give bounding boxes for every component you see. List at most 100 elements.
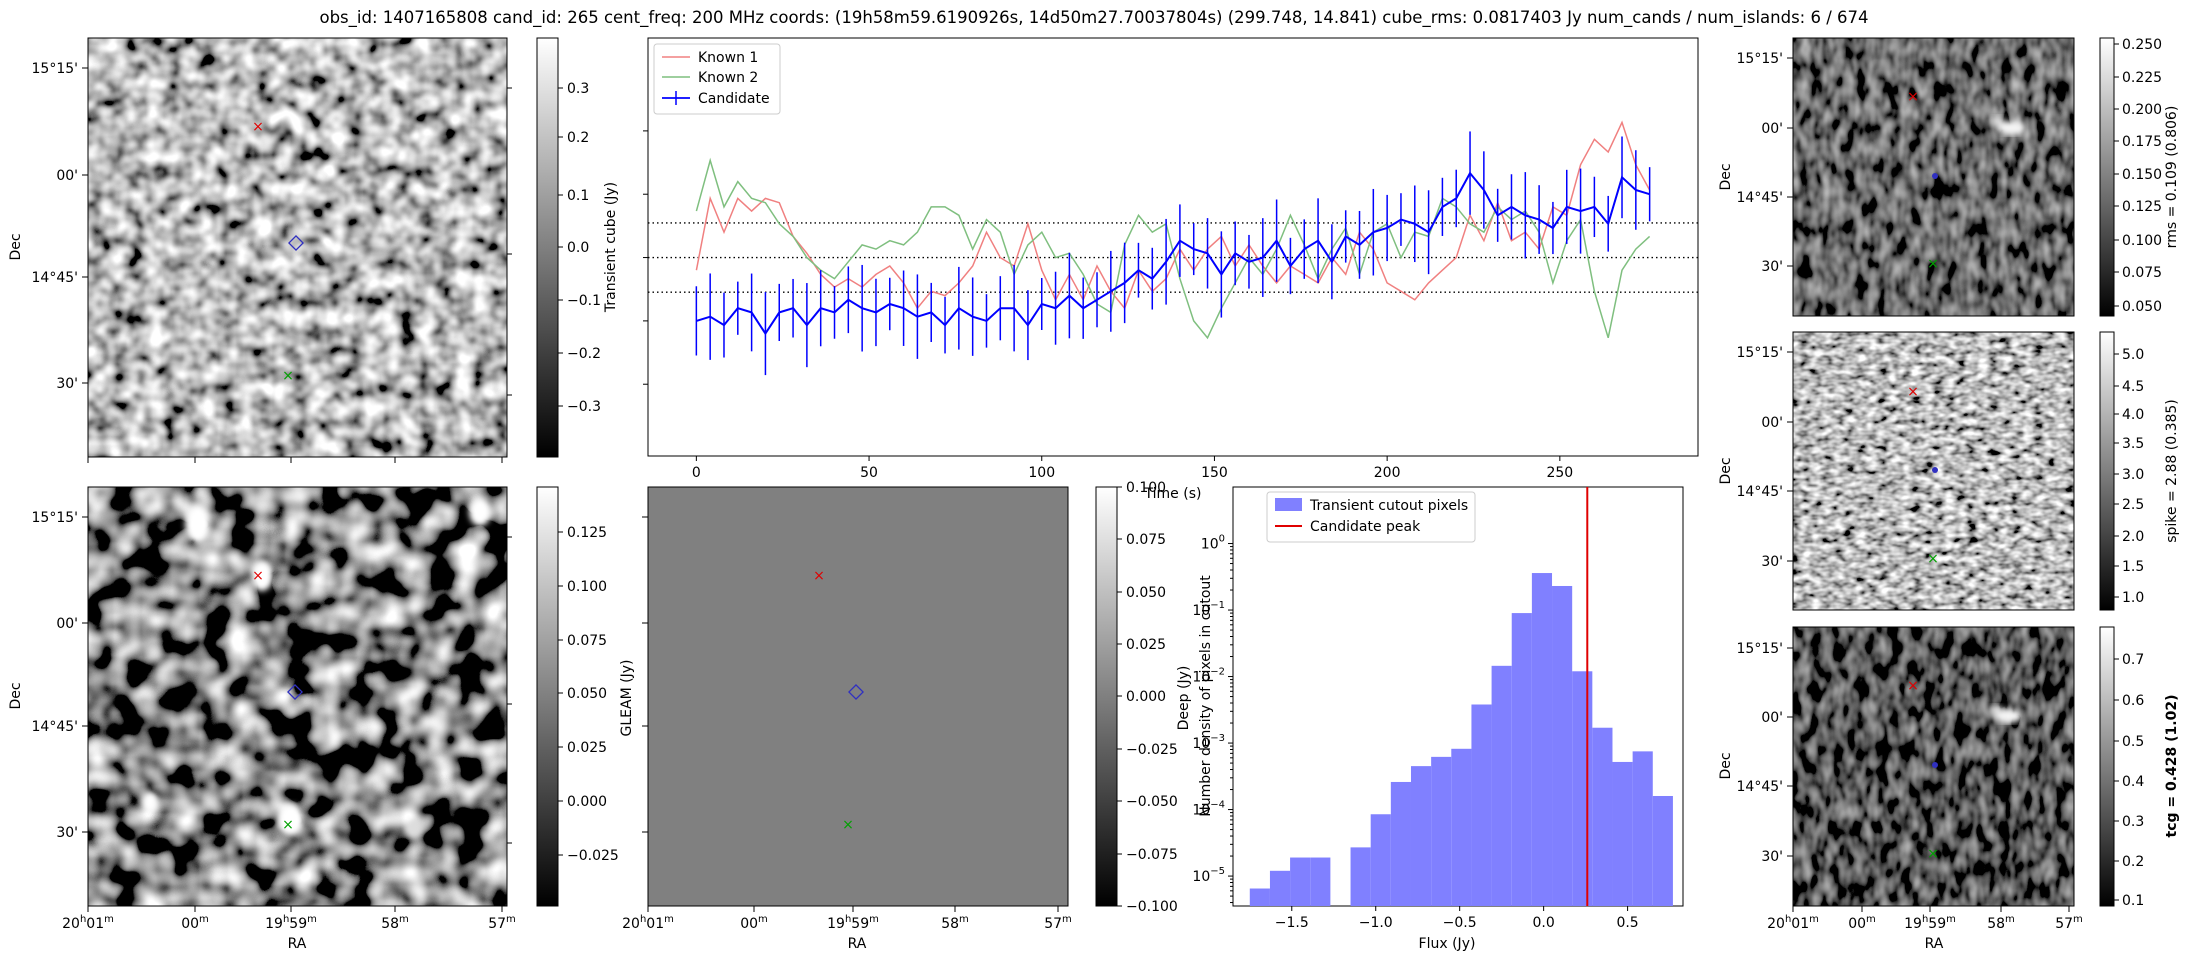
colorbar-tick: −0.025	[1126, 742, 1178, 758]
ra-axis: 20h01m 00m 19h59m 58m 57m RA	[62, 906, 516, 952]
colorbar-tick: 4.5	[2122, 379, 2144, 395]
marker-known-2: ×	[282, 817, 294, 833]
histogram-xlabel: Flux (Jy)	[1419, 936, 1476, 952]
dec-axis-label: Dec	[1718, 752, 1734, 779]
colorbar-tick: 0.3	[567, 81, 589, 97]
colorbar-tick: −0.050	[1126, 794, 1178, 810]
y-tick-label: 10−3	[1192, 733, 1225, 752]
dec-axis-label: Dec	[1718, 457, 1734, 484]
marker-candidate	[288, 235, 304, 251]
lightcurve-plot-area	[648, 120, 1698, 376]
marker-candidate	[1932, 467, 1938, 473]
dec-axis: 15°15' 00' 14°45' 30' Dec	[8, 61, 88, 392]
ra-axis-label: RA	[1925, 936, 1944, 952]
colorbar-tick: 0.0	[567, 240, 589, 256]
colorbar-tick: 0.025	[1126, 637, 1166, 653]
colorbar-tick: 0.050	[2122, 299, 2162, 315]
gleam-panel: × × 20h01m 00m 19h59m 58m 57m RA 0.100 0…	[619, 480, 1178, 952]
legend-label-candidate: Candidate	[698, 91, 770, 107]
colorbar-tick: 4.0	[2122, 407, 2144, 423]
marker-known-2: ×	[1927, 256, 1939, 272]
colorbar-tick: 0.5	[2122, 734, 2144, 750]
ra-tick-label: 58m	[1987, 914, 2015, 932]
marker-known-2: ×	[1927, 551, 1939, 567]
ra-tick-label: 00m	[740, 914, 768, 932]
colorbar-tick: −0.075	[1126, 847, 1178, 863]
lightcurve-axes: 0 50 100 150 200 250	[643, 130, 1573, 481]
histogram-bar	[1552, 585, 1573, 906]
tcg-panel: × × 15°15' 00' 14°45' 30' Dec 20h01m 00m…	[1718, 626, 2180, 952]
spike-colorbar: 5.0 4.5 4.0 3.5 3.0 2.5 2.0 1.5 1.0 spik…	[2099, 331, 2180, 611]
dec-tick-label: 30'	[1761, 849, 1783, 865]
colorbar-tick: 3.5	[2122, 436, 2144, 452]
marker-known-2: ×	[842, 817, 854, 833]
ra-axis: 20h01m 00m 19h59m 58m 57m RA	[622, 906, 1072, 952]
dec-tick-label: 00'	[56, 616, 78, 632]
colorbar-tick: 2.0	[2122, 529, 2144, 545]
x-tick-label: −0.5	[1443, 915, 1477, 931]
colorbar-tick: 0.075	[567, 633, 607, 649]
x-tick-label: −1.5	[1275, 915, 1309, 931]
colorbar-label: rms = 0.109 (0.806)	[2164, 106, 2180, 249]
ra-tick-label: 20h01m	[622, 914, 674, 932]
dec-axis: 15°15' 00' 14°45' 30' Dec	[1718, 345, 1793, 570]
transient-panel: × × 15°15' 00' 14°45' 30' Dec 0.3 0.2 0.…	[8, 37, 619, 463]
histogram-axes: −1.5 −1.0 −0.5 0.0 0.5 100 10−1 10−2 10−3 10−4 10−…	[1192, 534, 1638, 931]
colorbar-tick: 1.5	[2122, 559, 2144, 575]
x-tick-label: −1.0	[1359, 915, 1393, 931]
dec-tick-label: 15°15'	[32, 61, 78, 77]
marker-known-1: ×	[1907, 678, 1919, 694]
dec-tick-label: 14°45'	[1737, 779, 1783, 795]
marker-known-2: ×	[282, 368, 294, 384]
y-tick-label: 10−2	[1192, 667, 1225, 686]
x-tick-label: 0	[692, 465, 701, 481]
legend-label-hist: Transient cutout pixels	[1309, 498, 1468, 514]
dec-tick-label: 15°15'	[1737, 345, 1783, 361]
colorbar-tick: 0.100	[567, 579, 607, 595]
histogram-bar	[1310, 857, 1331, 906]
x-tick-label: 250	[1546, 465, 1573, 481]
dec-tick-label: 15°15'	[1737, 51, 1783, 67]
ra-tick-label: 19h59m	[265, 914, 317, 932]
colorbar-tick: 0.2	[2122, 854, 2144, 870]
marker-known-1: ×	[1907, 89, 1919, 105]
colorbar-label: Transient cube (Jy)	[603, 182, 619, 313]
histogram-bar	[1632, 751, 1653, 906]
histogram-bar	[1471, 704, 1492, 906]
dec-tick-label: 00'	[56, 168, 78, 184]
ra-tick-label: 20h01m	[1767, 914, 1819, 932]
ra-axis-label: RA	[288, 936, 307, 952]
colorbar-tick: 0.075	[2122, 265, 2162, 281]
dec-axis: 15°15' 00' 14°45' 30' Dec	[1718, 51, 1793, 275]
histogram-plot-area	[1249, 487, 1673, 906]
histogram-bar	[1652, 795, 1673, 906]
dec-tick-label: 14°45'	[32, 270, 78, 286]
colorbar-label: tcg = 0.428 (1.02)	[2164, 695, 2180, 838]
colorbar-tick: 0.025	[567, 740, 607, 756]
ra-axis: 20h01m 00m 19h59m 58m 57m RA	[1767, 906, 2083, 952]
series-known-1-line	[695, 120, 1651, 310]
ra-tick-label: 00m	[181, 914, 209, 932]
marker-candidate	[1932, 762, 1938, 768]
dec-tick-label: 14°45'	[1737, 484, 1783, 500]
histogram-panel: −1.5 −1.0 −0.5 0.0 0.5 100 10−1 10−2 10−3 10−4 10−…	[1192, 486, 1684, 952]
histogram-bar	[1290, 857, 1311, 906]
x-tick-label: 0.5	[1616, 915, 1638, 931]
colorbar-tick: 0.250	[2122, 37, 2162, 53]
ra-axis-label: RA	[848, 936, 867, 952]
colorbar-tick: 5.0	[2122, 347, 2144, 363]
histogram-bar	[1451, 748, 1472, 906]
legend-swatch-hist	[1275, 498, 1302, 511]
ra-tick-label: 20h01m	[62, 914, 114, 932]
dec-tick-label: 15°15'	[32, 510, 78, 526]
dec-tick-label: 00'	[1761, 415, 1783, 431]
marker-known-1: ×	[252, 119, 264, 135]
dec-axis: 15°15' 00' 14°45' 30' Dec	[1718, 641, 1793, 865]
histogram-bar	[1390, 781, 1411, 906]
colorbar-tick: 3.0	[2122, 467, 2144, 483]
y-tick-label: 10−1	[1192, 600, 1225, 619]
histogram-bar	[1431, 756, 1452, 906]
histogram-bar	[1410, 766, 1432, 906]
dec-tick-label: 30'	[56, 376, 78, 392]
